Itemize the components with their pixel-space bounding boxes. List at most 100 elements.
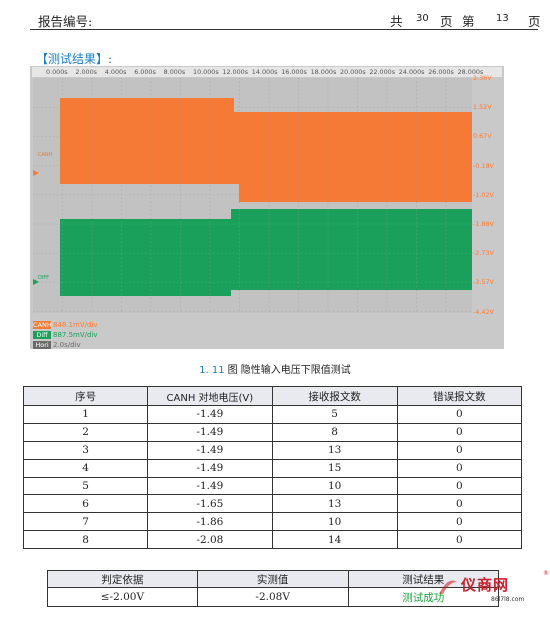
- criterion-value: ≤-2.00V: [47, 587, 198, 607]
- diff-side-label: DIFF: [38, 275, 50, 281]
- scope-waveforms: [33, 78, 472, 313]
- canh-side-label: CANH: [38, 152, 53, 158]
- judgement-table: 判定依据 实测值 测试结果 ≤-2.00V -2.08V 测试成功: [47, 570, 500, 607]
- col-canh-voltage: CANH 对地电压(V): [147, 386, 273, 406]
- error-count-cell: 0: [396, 494, 523, 514]
- table-row: 8 -2.08 14 0: [22, 530, 523, 550]
- page-unit: 页: [440, 14, 453, 29]
- report-number-label: 报告编号:: [38, 14, 93, 29]
- received-count-cell: 15: [271, 458, 398, 478]
- table-row: 5 -1.49 10 0: [22, 476, 523, 496]
- legend-canh-tag: CANH: [33, 321, 52, 329]
- error-count-cell: 0: [396, 405, 523, 424]
- col-measured: 实测值: [196, 570, 349, 588]
- page-prefix: 第: [462, 14, 475, 29]
- scope-plot-area: [33, 78, 472, 313]
- total-pages: 30: [416, 13, 429, 24]
- legend-diff-tag: Diff: [33, 331, 51, 339]
- canh-voltage-cell: -1.49: [147, 458, 273, 478]
- received-count-cell: 5: [271, 405, 398, 424]
- received-count-cell: 10: [271, 476, 398, 496]
- received-count-cell: 13: [271, 494, 398, 514]
- time-tick-label: 2.000s: [75, 68, 98, 76]
- legend-diff: Diff 887.5mV/div: [33, 330, 98, 340]
- row-index: 5: [22, 476, 149, 496]
- canh-voltage-cell: -2.08: [147, 530, 273, 550]
- legend-hori: Hori 2.0s/div: [33, 340, 98, 350]
- diff-marker-icon: [33, 279, 39, 285]
- time-tick-label: 0.000s: [46, 68, 68, 76]
- received-count-cell: 13: [271, 440, 398, 460]
- legend-diff-scale: 887.5mV/div: [53, 331, 98, 339]
- time-ruler: 0.000s 2.000s 4.000s 6.000s 8.000s 10.000s 12.…: [32, 67, 502, 77]
- table-row: 4 -1.49 15 0: [22, 458, 523, 478]
- voltage-tick-label: -1.02V: [473, 190, 494, 199]
- error-count-cell: 0: [396, 422, 523, 442]
- row-index: 3: [22, 440, 149, 460]
- col-errors: 错误报文数: [396, 386, 523, 406]
- legend-canh: CANH 848.1mV/div: [33, 320, 98, 330]
- voltage-tick-label: 0.67V: [473, 132, 492, 141]
- canh-voltage-cell: -1.49: [147, 422, 273, 442]
- table-row: 3 -1.49 13 0: [22, 440, 523, 460]
- col-received: 接收报文数: [271, 386, 398, 406]
- diff-waveform: [60, 209, 472, 296]
- error-count-cell: 0: [396, 440, 523, 460]
- page-suffix: 页: [528, 14, 541, 29]
- canh-marker-icon: [33, 170, 39, 176]
- error-count-cell: 0: [396, 512, 523, 532]
- time-tick-label: 18.000s: [310, 68, 337, 76]
- time-tick-label: 6.000s: [134, 68, 156, 76]
- canh-voltage-cell: -1.49: [147, 476, 273, 496]
- measured-value: -2.08V: [196, 587, 349, 607]
- row-index: 4: [22, 458, 149, 478]
- canh-voltage-cell: -1.49: [147, 405, 273, 424]
- legend-hori-tag: Hori: [33, 341, 51, 349]
- row-index: 8: [22, 530, 149, 550]
- row-index: 6: [22, 494, 149, 514]
- voltage-tick-label: -2.73V: [473, 249, 494, 258]
- received-count-cell: 14: [271, 530, 398, 550]
- table-row: 1 -1.49 5 0: [22, 405, 523, 424]
- table-row: 2 -1.49 8 0: [22, 422, 523, 442]
- canh-voltage-cell: -1.49: [147, 440, 273, 460]
- canh-voltage-cell: -1.65: [147, 494, 273, 514]
- time-tick-label: 20.000s: [340, 68, 366, 76]
- time-tick-label: 16.000s: [281, 68, 307, 76]
- voltage-tick-label: -1.88V: [473, 220, 494, 228]
- header-divider: [30, 29, 538, 30]
- channel-legend: CANH 848.1mV/div Diff 887.5mV/div Hori 2…: [33, 320, 98, 350]
- legend-hori-scale: 2.0s/div: [53, 341, 81, 349]
- voltage-tick-label: -0.18V: [473, 161, 494, 170]
- time-tick-label: 28.000s: [457, 68, 484, 76]
- total-prefix: 共: [390, 14, 403, 29]
- canh-waveform: [60, 78, 472, 202]
- error-count-cell: 0: [396, 476, 523, 496]
- received-count-cell: 10: [271, 512, 398, 532]
- judgement-row: ≤-2.00V -2.08V 测试成功: [47, 587, 500, 607]
- time-tick-label: 22.000s: [369, 68, 396, 76]
- voltage-tick-label: 1.52V: [473, 103, 492, 112]
- table-row: 7 -1.86 10 0: [22, 512, 523, 532]
- watermark-logo-icon: [439, 580, 457, 594]
- voltage-tick-label: 2.36V: [473, 74, 492, 82]
- error-count-cell: 0: [396, 458, 523, 478]
- oscilloscope-screenshot: 0.000s 2.000s 4.000s 6.000s 8.000s 10.000s 12.…: [30, 66, 504, 349]
- time-tick-label: 24.000s: [398, 68, 425, 76]
- col-index: 序号: [22, 386, 149, 406]
- results-header-row: 序号 CANH 对地电压(V) 接收报文数 错误报文数: [22, 386, 523, 406]
- results-table: 序号 CANH 对地电压(V) 接收报文数 错误报文数 1 -1.49 5 0 2 -1.…: [22, 386, 523, 550]
- time-tick-label: 4.000s: [104, 68, 127, 76]
- error-count-cell: 0: [396, 530, 523, 550]
- voltage-tick-label: -3.57V: [473, 278, 494, 287]
- figure-number: 1. 11: [199, 365, 225, 376]
- section-title: 【测试结果】:: [36, 52, 113, 66]
- figure-caption: 1. 11 图 隐性输入电压下限值测试: [0, 361, 550, 376]
- table-row: 6 -1.65 13 0: [22, 494, 523, 514]
- time-tick-label: 10.000s: [193, 68, 219, 76]
- row-index: 2: [22, 422, 149, 442]
- legend-canh-scale: 848.1mV/div: [53, 321, 98, 329]
- report-header: 报告编号: 共 30 页 第 13 页: [38, 8, 541, 30]
- row-index: 1: [22, 405, 149, 424]
- voltage-tick-label: -4.42V: [473, 307, 494, 316]
